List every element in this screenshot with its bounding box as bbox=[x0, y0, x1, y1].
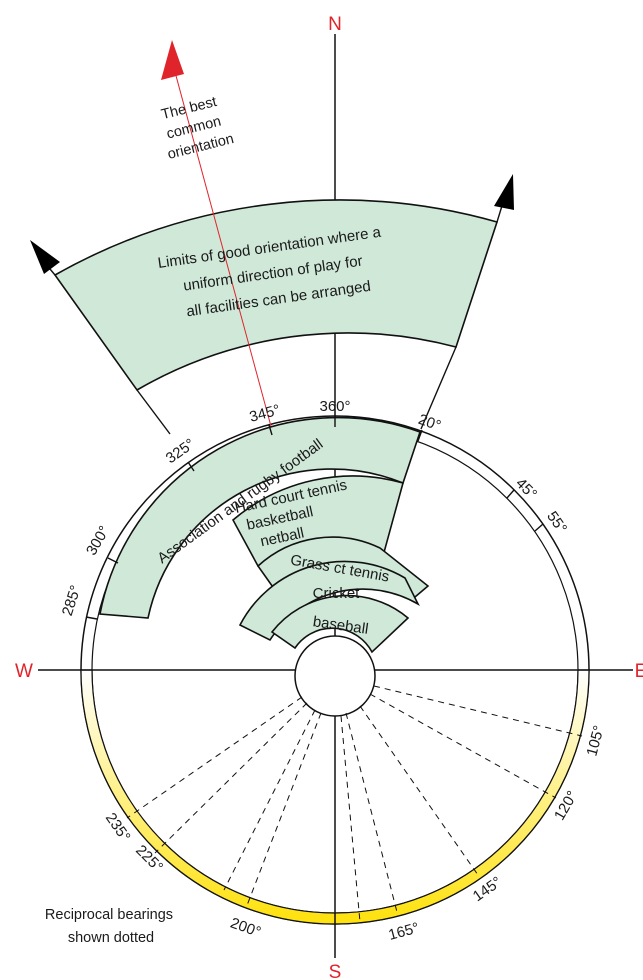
reciprocal-ray-165 bbox=[345, 712, 399, 917]
east-label: E bbox=[635, 661, 643, 682]
bearing-label-55: 55° bbox=[543, 508, 570, 536]
west-label: W bbox=[15, 661, 33, 682]
reciprocal-note: Reciprocal bearings shown dotted bbox=[45, 907, 177, 946]
label-cricket: Cricket bbox=[313, 585, 361, 602]
bearing-label-360: 360° bbox=[319, 398, 350, 415]
south-label: S bbox=[329, 962, 342, 980]
tick-45 bbox=[506, 489, 515, 499]
limit-line-20 bbox=[420, 346, 457, 430]
reciprocal-ray-200 bbox=[245, 712, 322, 909]
reciprocal-ray-105 bbox=[373, 685, 583, 737]
reciprocal-ray-225 bbox=[154, 702, 308, 854]
reciprocal-ray-extra-2 bbox=[340, 715, 361, 923]
reciprocal-line-1: Reciprocal bearings bbox=[45, 907, 173, 923]
reciprocal-ray-145 bbox=[359, 705, 479, 876]
limit-arrow-left-icon bbox=[30, 240, 60, 274]
compass-hub bbox=[294, 635, 376, 717]
bearing-label-200: 200° bbox=[228, 914, 263, 941]
bearing-label-45: 45° bbox=[512, 475, 540, 503]
tick-300 bbox=[107, 557, 119, 564]
best-orientation-note: The best common orientation bbox=[156, 92, 235, 163]
reciprocal-ray-extra-1 bbox=[223, 709, 316, 891]
tick-285 bbox=[85, 616, 98, 620]
limit-arrow-right-icon bbox=[494, 174, 514, 210]
reciprocal-ray-235 bbox=[126, 696, 303, 819]
tick-345 bbox=[268, 424, 273, 436]
best-orientation-arrow-icon bbox=[161, 40, 184, 80]
limits-sector bbox=[53, 199, 499, 392]
reciprocal-ray-120 bbox=[369, 693, 557, 799]
bearing-label-285: 285° bbox=[59, 583, 85, 618]
best-orientation-line bbox=[174, 71, 273, 431]
bearing-label-20: 20° bbox=[416, 411, 443, 435]
tick-20 bbox=[417, 429, 423, 442]
reciprocal-line-2: shown dotted bbox=[68, 930, 154, 946]
bearing-label-105: 105° bbox=[583, 724, 607, 758]
limit-line-325 bbox=[136, 389, 171, 435]
north-label: N bbox=[328, 14, 342, 35]
bearing-label-325: 325° bbox=[163, 435, 198, 467]
sector-baseball bbox=[270, 594, 410, 654]
bearing-label-165: 165° bbox=[387, 919, 421, 943]
sector-association-football bbox=[99, 416, 422, 619]
tick-55 bbox=[534, 523, 544, 532]
tick-325 bbox=[187, 461, 195, 472]
